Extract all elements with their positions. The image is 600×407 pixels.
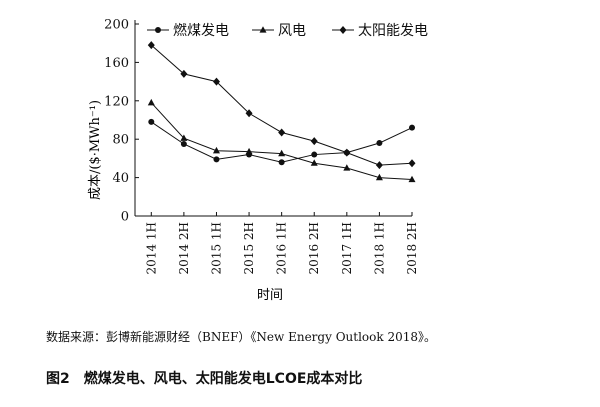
series-2 [147,98,416,183]
x-axis-ticks: 2014 1H 2014 2H 2015 1H 2015 2H 2016 1H 2016 … [144,212,419,274]
x-tick-label: 2014 1H [144,222,158,274]
data-point [311,151,318,158]
x-tick-label: 2016 1H [275,222,289,274]
x-tick-label: 2017 1H [340,222,354,274]
data-point [148,118,155,125]
figure-caption: 图2 燃煤发电、风电、太阳能发电LCOE成本对比 [46,368,376,388]
y-axis-label: 成本/($·MWh⁻¹) [88,100,103,200]
data-point [310,137,318,146]
chart-axes [134,20,412,217]
x-tick-label: 2014 2H [177,222,191,274]
data-point [180,141,187,147]
data-point [408,175,416,183]
data-source-note: 数据来源：彭博新能源财经（BNEF）《New Energy Outlook 20… [46,330,436,344]
y-tick-label: 0 [121,210,129,225]
y-tick-label: 120 [104,94,129,109]
legend-marker [155,27,161,33]
data-point [212,77,220,86]
legend-item: 太阳能发电 [332,23,428,39]
legend-label: 燃煤发电 [173,22,229,39]
data-point [180,134,188,141]
series-3 [147,41,416,170]
data-point [180,69,188,78]
lcoe-line-chart: 0 40 80 120 160 200 2014 1H 2014 2H 2015 1H 2015… [88,18,428,304]
y-axis-ticks: 0 40 80 120 160 200 [104,18,139,225]
data-point [212,146,220,154]
data-point [375,161,383,170]
x-tick-label: 2015 2H [242,222,256,274]
legend-item: 燃煤发电 [147,22,229,39]
x-tick-label: 2016 2H [307,222,321,274]
data-point [147,41,155,50]
data-point [343,164,351,171]
data-point [278,128,286,137]
data-point [147,98,155,106]
data-point [278,159,285,166]
data-point [343,148,351,157]
x-tick-label: 2018 2H [405,222,419,274]
data-point [375,173,383,181]
chart-legend: 燃煤发电 风电 太阳能发电 [147,22,428,39]
data-point [409,124,415,131]
figure-number: 图2 [46,371,70,387]
legend-label: 太阳能发电 [358,23,428,39]
legend-item: 风电 [252,23,306,39]
chart-series [147,41,416,183]
data-point [408,159,416,168]
figure-title: 燃煤发电、风电、太阳能发电LCOE成本对比 [83,371,363,387]
data-point [213,156,220,163]
data-point [245,147,253,155]
data-point [376,140,383,147]
data-point [278,149,286,157]
y-tick-label: 80 [112,133,129,148]
series-line [150,102,413,181]
legend-marker [339,26,347,34]
legend-label: 风电 [278,23,306,39]
y-tick-label: 160 [104,56,129,71]
x-tick-label: 2018 1H [372,222,386,274]
series-1 [148,118,415,166]
legend-marker [259,26,267,33]
data-point [310,159,318,166]
y-tick-label: 40 [112,171,129,186]
data-point [245,109,253,118]
x-axis-label: 时间 [257,288,283,303]
y-tick-label: 200 [104,18,129,33]
x-tick-label: 2015 1H [209,222,223,274]
